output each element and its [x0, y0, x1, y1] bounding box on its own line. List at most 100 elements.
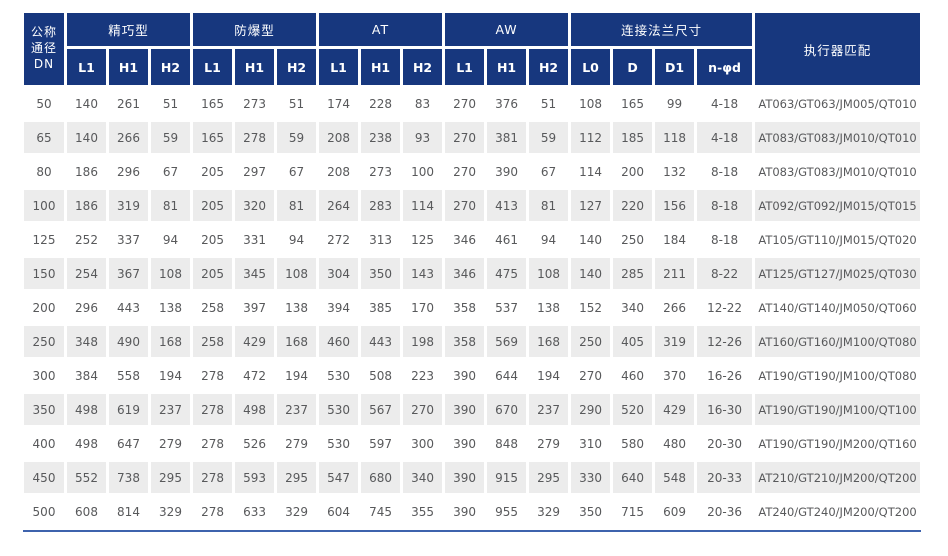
cell-dimension: 198	[403, 326, 443, 357]
cell-dimension: 429	[235, 326, 275, 357]
cell-dimension: 552	[67, 462, 106, 493]
cell-dimension: 644	[487, 360, 527, 391]
cell-dimension: 390	[445, 428, 485, 459]
cell-dimension: 20-30	[697, 428, 753, 459]
cell-dimension: 608	[67, 496, 106, 527]
cell-dimension: 250	[571, 326, 611, 357]
cell-dimension: 745	[361, 496, 401, 527]
col-group-explosion-proof-type: 防爆型	[193, 13, 317, 46]
cell-dimension: 16-26	[697, 360, 753, 391]
cell-dn: 50	[24, 88, 64, 119]
col-group-flange-dimensions: 连接法兰尺寸	[571, 13, 753, 46]
cell-dimension: 223	[403, 360, 443, 391]
cell-dimension: 168	[277, 326, 317, 357]
cell-dimension: 67	[151, 156, 191, 187]
table-row: 350 498 619 237 278 498 237 530 567 270 390 670 237 2…	[24, 394, 920, 425]
cell-dimension: 205	[193, 156, 233, 187]
cell-dimension: 290	[571, 394, 611, 425]
cell-dimension: 118	[655, 122, 695, 153]
table-row: 450 552 738 295 278 593 295 547 680 340 390 915 295 3…	[24, 462, 920, 493]
cell-dimension: 390	[445, 462, 485, 493]
cell-dimension: 530	[319, 360, 359, 391]
cell-dimension: 272	[319, 224, 359, 255]
cell-dimension: 283	[361, 190, 401, 221]
cell-dimension: 94	[277, 224, 317, 255]
cell-dimension: 461	[487, 224, 527, 255]
cell-dn: 400	[24, 428, 64, 459]
cell-dimension: 250	[613, 224, 653, 255]
cell-dimension: 228	[361, 88, 401, 119]
cell-dimension: 340	[403, 462, 443, 493]
table-row: 100 186 319 81 205 320 81 264 283 114 270 413 81 127 2…	[24, 190, 920, 221]
cell-dimension: 140	[67, 122, 106, 153]
cell-dimension: 16-30	[697, 394, 753, 425]
cell-dimension: 350	[361, 258, 401, 289]
cell-dimension: 329	[151, 496, 191, 527]
cell-dimension: 237	[529, 394, 569, 425]
cell-dimension: 520	[613, 394, 653, 425]
cell-dimension: 112	[571, 122, 611, 153]
cell-dimension: 186	[67, 156, 106, 187]
cell-dimension: 508	[361, 360, 401, 391]
col-header-n-phi-d: n-φd	[697, 49, 753, 85]
cell-dimension: 108	[571, 88, 611, 119]
cell-dimension: 205	[193, 224, 233, 255]
cell-dimension: 609	[655, 496, 695, 527]
table-bottom-rule	[23, 530, 921, 532]
cell-dimension: 296	[67, 292, 106, 323]
cell-actuator-match: AT140/GT140/JM050/QT060	[755, 292, 920, 323]
cell-dimension: 358	[445, 292, 485, 323]
cell-dn: 450	[24, 462, 64, 493]
cell-dimension: 304	[319, 258, 359, 289]
cell-dimension: 12-22	[697, 292, 753, 323]
cell-actuator-match: AT210/GT210/JM200/QT200	[755, 462, 920, 493]
cell-dimension: 300	[403, 428, 443, 459]
cell-dimension: 237	[151, 394, 191, 425]
cell-dimension: 8-18	[697, 156, 753, 187]
cell-dimension: 208	[319, 156, 359, 187]
table-row: 200 296 443 138 258 397 138 394 385 170 358 537 138 1…	[24, 292, 920, 323]
cell-dimension: 346	[445, 224, 485, 255]
cell-dimension: 381	[487, 122, 527, 153]
cell-dimension: 237	[277, 394, 317, 425]
col-header-h1: H1	[109, 49, 148, 85]
cell-dimension: 331	[235, 224, 275, 255]
cell-dimension: 140	[67, 88, 106, 119]
cell-dimension: 329	[529, 496, 569, 527]
cell-dimension: 429	[655, 394, 695, 425]
cell-dn: 500	[24, 496, 64, 527]
cell-dimension: 475	[487, 258, 527, 289]
cell-dimension: 127	[571, 190, 611, 221]
cell-dimension: 108	[151, 258, 191, 289]
cell-dimension: 348	[67, 326, 106, 357]
cell-dimension: 278	[193, 462, 233, 493]
cell-dimension: 279	[529, 428, 569, 459]
cell-dimension: 370	[655, 360, 695, 391]
cell-dimension: 530	[319, 428, 359, 459]
col-header-h1: H1	[235, 49, 275, 85]
cell-dimension: 270	[445, 156, 485, 187]
cell-actuator-match: AT190/GT190/JM100/QT080	[755, 360, 920, 391]
cell-dimension: 93	[403, 122, 443, 153]
cell-dimension: 125	[403, 224, 443, 255]
cell-dimension: 270	[403, 394, 443, 425]
cell-dimension: 152	[571, 292, 611, 323]
cell-dimension: 367	[109, 258, 148, 289]
cell-dimension: 530	[319, 394, 359, 425]
cell-dimension: 647	[109, 428, 148, 459]
cell-dimension: 526	[235, 428, 275, 459]
cell-dimension: 266	[109, 122, 148, 153]
cell-dn: 100	[24, 190, 64, 221]
cell-dimension: 460	[319, 326, 359, 357]
cell-dimension: 297	[235, 156, 275, 187]
cell-dimension: 593	[235, 462, 275, 493]
table-row: 150 254 367 108 205 345 108 304 350 143 346 475 108 1…	[24, 258, 920, 289]
cell-dimension: 295	[277, 462, 317, 493]
cell-dimension: 8-18	[697, 224, 753, 255]
cell-actuator-match: AT083/GT083/JM010/QT010	[755, 156, 920, 187]
cell-dimension: 94	[529, 224, 569, 255]
cell-dimension: 537	[487, 292, 527, 323]
cell-dimension: 59	[277, 122, 317, 153]
cell-dimension: 619	[109, 394, 148, 425]
cell-dimension: 170	[403, 292, 443, 323]
